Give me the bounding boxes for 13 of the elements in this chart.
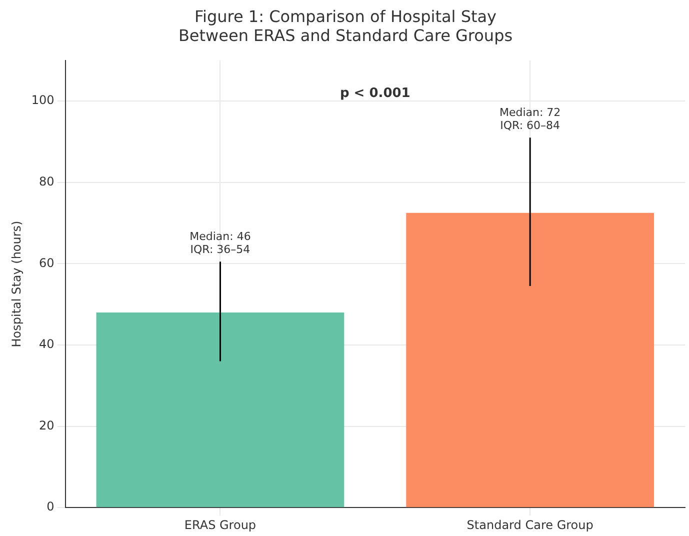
annotation: Median: 72 IQR: 60–84 bbox=[499, 106, 561, 132]
y-tick-label: 20 bbox=[39, 418, 54, 432]
y-tick-label: 80 bbox=[39, 174, 54, 188]
y-tick-label: 60 bbox=[39, 256, 54, 270]
annotation: Median: 46 IQR: 36–54 bbox=[190, 230, 251, 256]
y-tick-label: 100 bbox=[31, 93, 54, 108]
y-tick-label: 40 bbox=[39, 337, 54, 352]
x-tick-label: Standard Care Group bbox=[466, 518, 594, 532]
y-tick-label: 0 bbox=[46, 500, 54, 514]
y-axis-title: Hospital Stay (hours) bbox=[9, 220, 24, 348]
annotation: p < 0.001 bbox=[340, 86, 410, 101]
x-tick-label: ERAS Group bbox=[184, 518, 256, 532]
chart-title: Figure 1: Comparison of Hospital Stay Between ERAS and Standard Care Groups bbox=[178, 6, 513, 45]
